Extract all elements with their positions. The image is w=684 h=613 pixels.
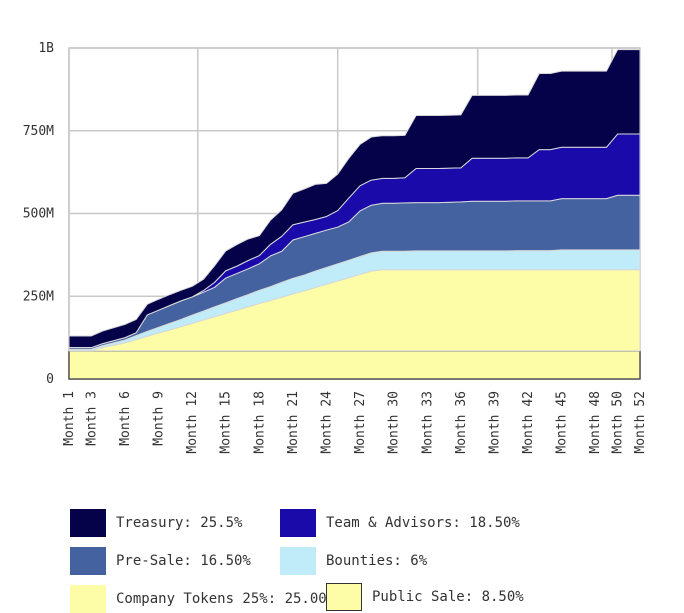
x-tick-label: Month 33 [420, 391, 435, 454]
x-tick-label: Month 15 [219, 391, 234, 454]
x-tick-label: Month 1 [62, 391, 77, 446]
x-tick-label: Month 45 [555, 391, 570, 454]
x-tick-label: Month 6 [118, 391, 133, 446]
x-tick-label: Month 9 [152, 391, 167, 446]
x-tick-label: Month 50 [611, 391, 626, 454]
x-tick-label: Month 3 [84, 391, 99, 446]
x-tick-label: Month 36 [454, 391, 469, 454]
x-tick-label: Month 52 [633, 391, 648, 454]
x-tick-label: Month 21 [286, 391, 301, 454]
x-tick-label: Month 18 [252, 391, 267, 454]
area-series-treasury [68, 49, 641, 349]
y-tick-label: 250M [23, 289, 54, 304]
y-axis: 0 250M 500M 750M 1B [23, 41, 54, 387]
series-areas [68, 49, 641, 380]
x-tick-label: Month 27 [353, 391, 368, 454]
x-tick-label: Month 42 [521, 391, 536, 454]
x-axis: Month 1 Month 3 Month 6 Month 9 Month 12 Mont… [62, 391, 648, 454]
x-tick-label: Month 48 [588, 391, 603, 454]
y-tick-label: 0 [46, 372, 54, 387]
x-tick-label: Month 24 [320, 391, 335, 454]
area-series-public-sale [68, 350, 641, 380]
y-tick-label: 1B [38, 41, 54, 56]
x-tick-label: Month 30 [387, 391, 402, 454]
y-tick-label: 500M [23, 207, 54, 222]
x-tick-label: Month 39 [487, 391, 502, 454]
y-tick-label: 750M [23, 124, 54, 139]
x-tick-label: Month 12 [185, 391, 200, 454]
